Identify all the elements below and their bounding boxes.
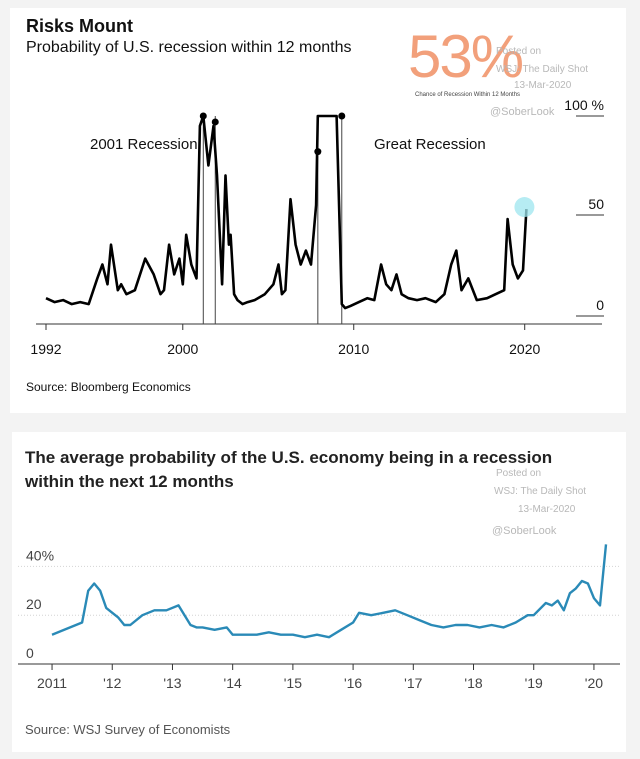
x-tick-label: 2011 [37, 675, 67, 691]
x-tick-label: '17 [404, 675, 422, 691]
watermark-source: WSJ: The Daily Shot [496, 64, 589, 75]
recession-point [211, 118, 219, 126]
highlight-caption: Chance of Recession Within 12 Months [415, 92, 521, 98]
chart-plot-top: 1992 2000 2010 2020 100 % 50 0 [30, 97, 604, 357]
x-tick-label: '19 [525, 675, 543, 691]
x-tick-label: 2020 [509, 341, 540, 357]
chart-title: The average probability of the U.S. econ… [25, 448, 553, 491]
watermark-posted: Posted on [496, 46, 542, 57]
x-tick-label: '16 [344, 675, 362, 691]
x-tick-label: 2010 [338, 341, 369, 357]
latest-value-highlight [514, 197, 535, 218]
chart-title: Risks Mount [26, 16, 134, 36]
y-tick-label: 40% [26, 547, 54, 563]
annotation-great-recession: Great Recession [374, 136, 486, 153]
watermark-posted: Posted on [496, 468, 542, 479]
y-tick-label: 0 [596, 297, 604, 313]
y-tick-label: 100 % [564, 97, 604, 113]
x-tick-label: 2000 [167, 341, 198, 357]
watermark-handle: @SoberLook [492, 525, 557, 537]
watermark-source: WSJ: The Daily Shot [494, 486, 587, 497]
y-tick-label: 0 [26, 645, 34, 661]
x-tick-label: '15 [284, 675, 302, 691]
watermark-date: 13-Mar-2020 [518, 504, 576, 515]
x-tick-label: '13 [163, 675, 181, 691]
recession-point [314, 148, 322, 156]
recession-point [338, 112, 346, 120]
annotation-2001-recession: 2001 Recession [90, 136, 198, 153]
chart-source: Source: Bloomberg Economics [26, 380, 191, 394]
series-line [51, 544, 608, 639]
series-line [45, 114, 528, 310]
x-tick-label: 1992 [30, 341, 61, 357]
watermark-handle: @SoberLook [490, 106, 555, 118]
chart-plot-bottom: 0 20 40% 2011 '12 '13 '14 '15 '16 '17 '18 '19 '20 [18, 544, 620, 691]
x-tick-label: '12 [103, 675, 121, 691]
x-tick-label: '18 [464, 675, 482, 691]
watermark-date: 13-Mar-2020 [514, 80, 572, 91]
y-tick-label: 50 [588, 196, 604, 212]
y-tick-label: 20 [26, 596, 42, 612]
x-tick-label: '20 [585, 675, 603, 691]
highlight-value: 53% [408, 23, 524, 90]
chart-panel-recession-probability: Risks Mount Probability of U.S. recessio… [10, 8, 626, 413]
chart-panel-average-probability: The average probability of the U.S. econ… [12, 432, 626, 752]
chart-source: Source: WSJ Survey of Economists [25, 722, 231, 737]
recession-point [199, 112, 207, 120]
chart-subtitle: Probability of U.S. recession within 12 … [26, 39, 352, 56]
x-tick-label: '14 [224, 675, 242, 691]
